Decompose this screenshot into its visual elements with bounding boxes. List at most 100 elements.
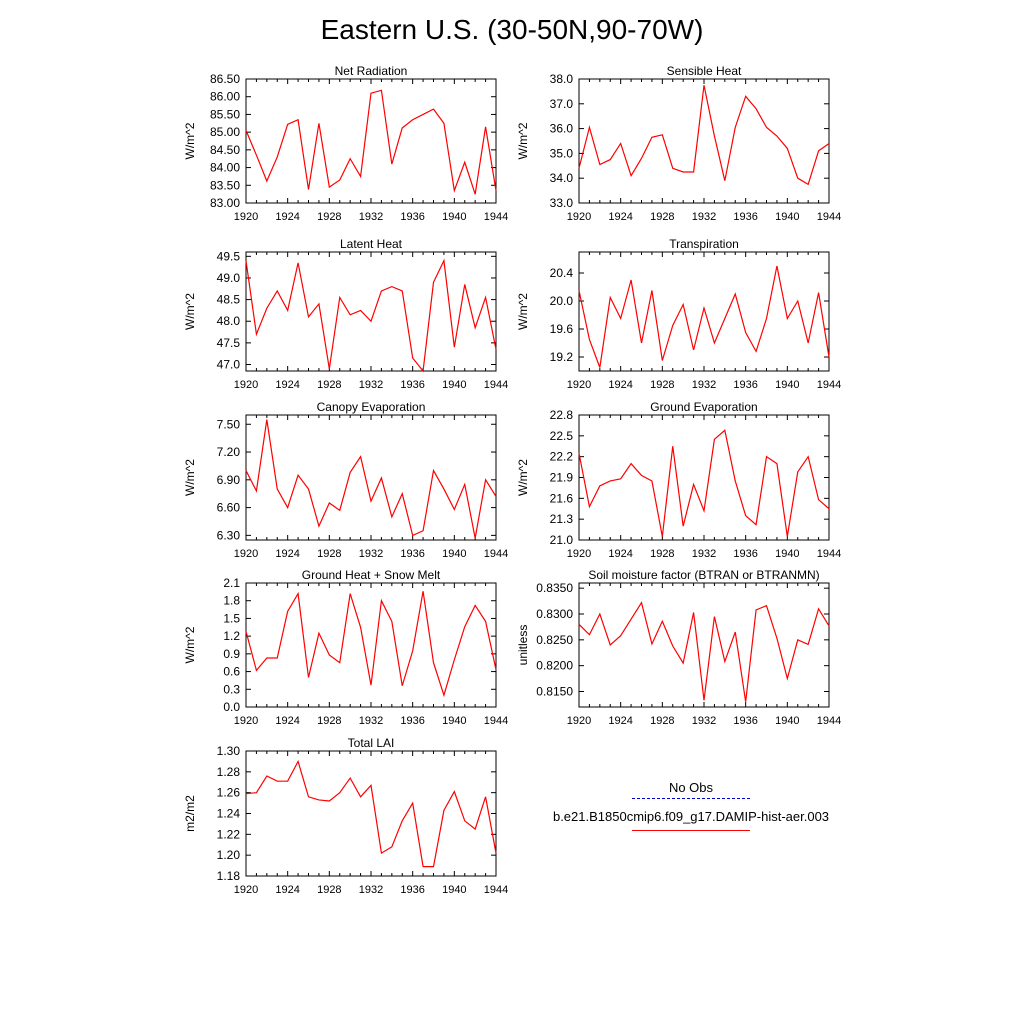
x-tick-label: 1932 [359,379,383,391]
x-tick-label: 1936 [733,379,757,391]
x-tick-label: 1924 [275,211,299,223]
y-tick-label: 86.50 [210,72,240,86]
x-tick-label: 1940 [442,884,466,896]
y-tick-label: 21.3 [550,512,574,526]
series-line [578,429,830,537]
x-tick-label: 1944 [484,211,508,223]
x-tick-label: 1920 [234,379,258,391]
panel-title: Total LAI [348,736,395,750]
y-tick-label: 84.00 [210,161,240,175]
y-tick-label: 21.6 [550,491,574,505]
x-tick-label: 1928 [650,548,674,560]
x-tick-label: 1932 [359,211,383,223]
x-tick-label: 1940 [775,548,799,560]
x-tick-label: 1920 [234,548,258,560]
x-tick-label: 1932 [359,884,383,896]
y-tick-label: 49.0 [217,271,241,285]
x-tick-label: 1944 [817,211,841,223]
x-tick-label: 1928 [317,715,341,727]
y-tick-label: 19.2 [550,350,574,364]
x-tick-label: 1928 [317,548,341,560]
x-tick-label: 1924 [275,715,299,727]
y-tick-label: 22.5 [550,429,574,443]
x-tick-label: 1940 [775,379,799,391]
y-tick-label: 37.0 [550,97,574,111]
legend-model-line [632,830,750,831]
x-tick-label: 1920 [567,715,591,727]
y-axis-label: W/m^2 [516,459,530,496]
panel-title: Canopy Evaporation [317,400,426,414]
y-tick-label: 1.26 [217,786,241,800]
series-line [578,601,830,702]
y-axis-label: W/m^2 [183,459,197,496]
panel-title: Latent Heat [340,237,403,251]
x-tick-label: 1944 [817,715,841,727]
x-tick-label: 1940 [442,379,466,391]
y-axis-label: W/m^2 [183,122,197,159]
x-tick-label: 1920 [234,211,258,223]
x-tick-label: 1928 [650,211,674,223]
y-tick-label: 6.90 [217,473,241,487]
series-line [245,419,497,539]
y-tick-label: 1.20 [217,848,241,862]
x-tick-label: 1920 [567,548,591,560]
y-tick-label: 1.30 [217,744,241,758]
x-tick-label: 1924 [608,715,632,727]
panel-title: Transpiration [669,237,739,251]
x-tick-label: 1924 [275,884,299,896]
y-tick-label: 84.50 [210,143,240,157]
x-tick-label: 1932 [692,715,716,727]
y-tick-label: 1.28 [217,765,241,779]
x-tick-label: 1920 [567,211,591,223]
y-tick-label: 21.0 [550,533,574,547]
y-tick-label: 85.00 [210,125,240,139]
y-tick-label: 48.0 [217,314,241,328]
x-tick-label: 1936 [400,548,424,560]
x-tick-label: 1944 [817,379,841,391]
series-line [245,591,497,698]
y-tick-label: 47.5 [217,336,241,350]
legend-obs-line [632,798,750,799]
y-tick-label: 85.50 [210,107,240,121]
x-tick-label: 1940 [442,548,466,560]
series-line [245,89,497,195]
y-tick-label: 6.30 [217,528,241,542]
x-tick-label: 1928 [317,379,341,391]
y-tick-label: 33.0 [550,196,574,210]
panel-frame [245,414,497,541]
y-tick-label: 1.22 [217,827,241,841]
y-axis-label: W/m^2 [516,293,530,330]
x-tick-label: 1940 [775,715,799,727]
y-axis-label: W/m^2 [183,626,197,663]
panel-title: Ground Heat + Snow Melt [302,568,441,582]
panel-frame [245,251,497,372]
y-tick-label: 47.0 [217,358,241,372]
x-tick-label: 1944 [484,379,508,391]
y-tick-label: 0.8200 [536,659,573,673]
y-tick-label: 1.5 [223,611,240,625]
y-axis-label: W/m^2 [183,293,197,330]
x-tick-label: 1936 [400,715,424,727]
x-tick-label: 1924 [608,211,632,223]
y-tick-label: 21.9 [550,471,574,485]
y-tick-label: 20.0 [550,294,574,308]
y-tick-label: 35.0 [550,146,574,160]
x-tick-label: 1928 [650,715,674,727]
x-tick-label: 1924 [275,548,299,560]
x-tick-label: 1944 [817,548,841,560]
y-tick-label: 19.6 [550,322,574,336]
legend-obs-label: No Obs [668,780,714,795]
y-tick-label: 6.60 [217,501,241,515]
x-tick-label: 1944 [484,715,508,727]
panel-title: Ground Evaporation [650,400,757,414]
panel-title: Soil moisture factor (BTRAN or BTRANMN) [588,568,819,582]
x-tick-label: 1936 [400,884,424,896]
y-tick-label: 0.6 [223,665,240,679]
y-tick-label: 0.9 [223,647,240,661]
x-tick-label: 1932 [359,715,383,727]
y-tick-label: 83.50 [210,178,240,192]
y-tick-label: 0.3 [223,682,240,696]
y-axis-label: unitless [516,625,530,666]
x-tick-label: 1936 [400,379,424,391]
y-tick-label: 2.1 [223,576,240,590]
